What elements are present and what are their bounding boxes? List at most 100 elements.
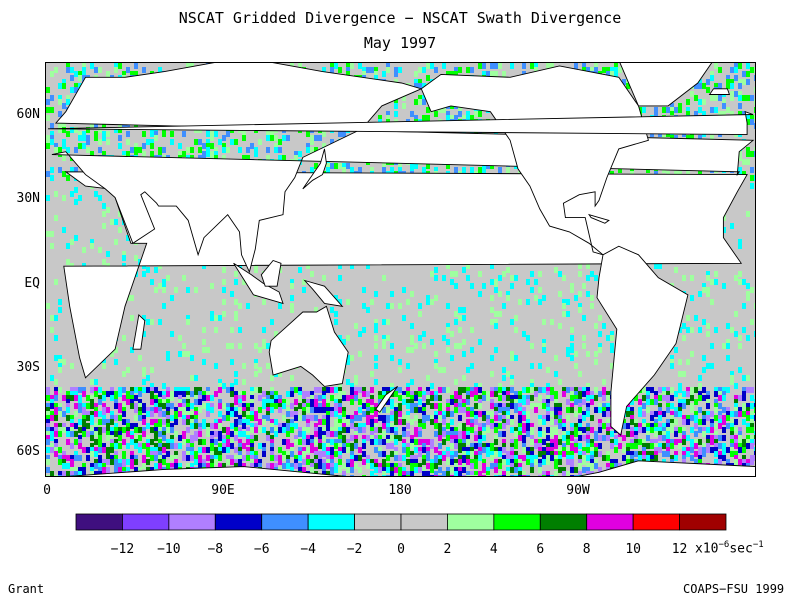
divergence-cell bbox=[718, 395, 722, 401]
divergence-cell bbox=[426, 439, 430, 445]
divergence-cell bbox=[542, 319, 546, 325]
divergence-cell bbox=[258, 443, 262, 449]
divergence-cell bbox=[118, 211, 122, 217]
divergence-cell bbox=[46, 171, 50, 177]
divergence-cell bbox=[54, 387, 58, 393]
divergence-cell bbox=[138, 427, 142, 433]
divergence-cell bbox=[602, 403, 606, 409]
divergence-cell bbox=[350, 447, 354, 453]
divergence-cell bbox=[470, 423, 474, 429]
divergence-cell bbox=[686, 415, 690, 421]
divergence-cell bbox=[462, 115, 466, 121]
divergence-cell bbox=[458, 399, 462, 405]
divergence-cell bbox=[322, 459, 326, 465]
divergence-cell bbox=[446, 303, 450, 309]
divergence-cell bbox=[266, 435, 270, 441]
divergence-cell bbox=[578, 427, 582, 433]
divergence-cell bbox=[86, 403, 90, 409]
divergence-cell bbox=[442, 431, 446, 437]
divergence-cell bbox=[506, 371, 510, 377]
divergence-cell bbox=[146, 423, 150, 429]
divergence-cell bbox=[642, 395, 646, 401]
divergence-cell bbox=[526, 419, 530, 425]
divergence-cell bbox=[662, 451, 666, 457]
divergence-cell bbox=[134, 439, 138, 445]
divergence-cell bbox=[634, 451, 638, 457]
divergence-cell bbox=[74, 391, 78, 397]
divergence-cell bbox=[598, 403, 602, 409]
divergence-cell bbox=[326, 399, 330, 405]
divergence-cell bbox=[210, 463, 214, 469]
divergence-cell bbox=[502, 403, 506, 409]
divergence-cell bbox=[230, 443, 234, 449]
divergence-cell bbox=[118, 127, 122, 133]
divergence-cell bbox=[438, 107, 442, 113]
divergence-cell bbox=[246, 447, 250, 453]
divergence-cell bbox=[106, 423, 110, 429]
divergence-cell bbox=[686, 359, 690, 365]
divergence-cell bbox=[450, 467, 454, 473]
divergence-cell bbox=[438, 467, 442, 473]
divergence-cell bbox=[74, 199, 78, 205]
divergence-cell bbox=[714, 391, 718, 397]
divergence-cell bbox=[506, 411, 510, 417]
divergence-cell bbox=[206, 427, 210, 433]
divergence-cell bbox=[374, 403, 378, 409]
divergence-cell bbox=[514, 407, 518, 413]
divergence-cell bbox=[90, 403, 94, 409]
divergence-cell bbox=[246, 415, 250, 421]
divergence-cell bbox=[746, 387, 750, 393]
divergence-cell bbox=[694, 443, 698, 449]
divergence-cell bbox=[746, 79, 750, 85]
divergence-cell bbox=[442, 415, 446, 421]
divergence-cell bbox=[558, 467, 562, 473]
divergence-cell bbox=[126, 139, 130, 145]
divergence-cell bbox=[122, 411, 126, 417]
divergence-cell bbox=[386, 435, 390, 441]
divergence-cell bbox=[454, 391, 458, 397]
divergence-cell bbox=[154, 447, 158, 453]
divergence-cell bbox=[234, 455, 238, 461]
divergence-cell bbox=[162, 403, 166, 409]
divergence-cell bbox=[102, 415, 106, 421]
divergence-cell bbox=[382, 467, 386, 473]
divergence-cell bbox=[54, 379, 58, 385]
divergence-cell bbox=[558, 447, 562, 453]
divergence-cell bbox=[222, 299, 226, 305]
divergence-cell bbox=[302, 391, 306, 397]
divergence-cell bbox=[174, 463, 178, 469]
divergence-cell bbox=[470, 475, 474, 476]
divergence-cell bbox=[470, 347, 474, 353]
divergence-cell bbox=[478, 387, 482, 393]
divergence-cell bbox=[694, 83, 698, 89]
divergence-cell bbox=[442, 451, 446, 457]
divergence-cell bbox=[150, 151, 154, 157]
divergence-cell bbox=[666, 443, 670, 449]
divergence-cell bbox=[618, 167, 622, 173]
divergence-cell bbox=[422, 95, 426, 101]
divergence-cell bbox=[54, 443, 58, 449]
divergence-cell bbox=[162, 147, 166, 153]
divergence-cell bbox=[606, 435, 610, 441]
divergence-cell bbox=[154, 427, 158, 433]
divergence-cell bbox=[358, 427, 362, 433]
divergence-cell bbox=[50, 399, 54, 405]
divergence-cell bbox=[646, 431, 650, 437]
divergence-cell bbox=[50, 375, 54, 381]
divergence-cell bbox=[202, 447, 206, 453]
divergence-cell bbox=[454, 67, 458, 73]
divergence-cell bbox=[650, 411, 654, 417]
divergence-cell bbox=[494, 411, 498, 417]
divergence-cell bbox=[186, 439, 190, 445]
divergence-cell bbox=[222, 287, 226, 293]
divergence-cell bbox=[350, 451, 354, 457]
divergence-cell bbox=[334, 311, 338, 317]
divergence-cell bbox=[482, 423, 486, 429]
divergence-cell bbox=[666, 451, 670, 457]
divergence-cell bbox=[402, 415, 406, 421]
divergence-cell bbox=[130, 435, 134, 441]
divergence-cell bbox=[162, 395, 166, 401]
divergence-cell bbox=[534, 403, 538, 409]
divergence-cell bbox=[726, 415, 730, 421]
divergence-cell bbox=[190, 403, 194, 409]
